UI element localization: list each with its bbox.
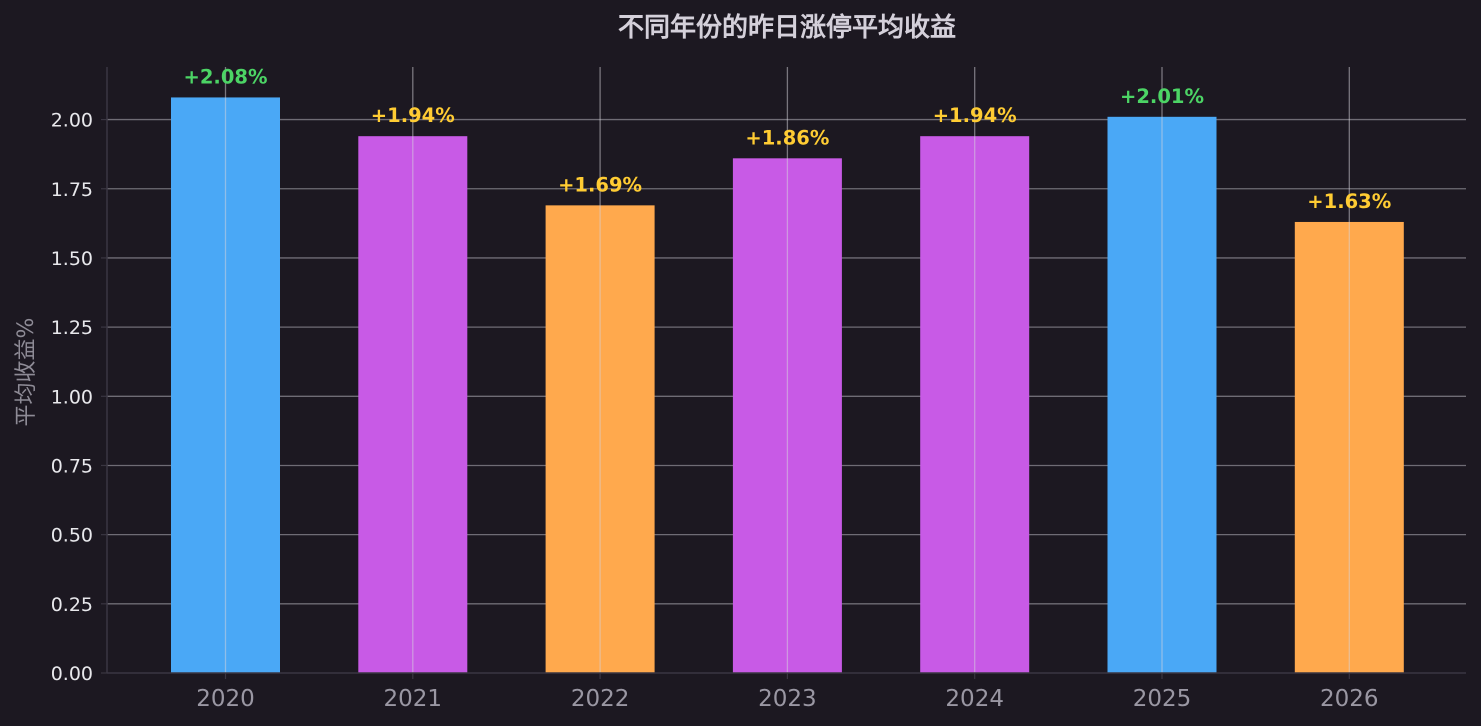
chart-title: 不同年份的昨日涨停平均收益 [618, 12, 956, 43]
x-tick-label: 2020 [196, 686, 255, 712]
data-label: +1.63% [1307, 190, 1391, 213]
y-tick-label: 1.25 [51, 317, 93, 339]
y-tick-label: 2.00 [51, 110, 93, 132]
x-tick-label: 2021 [384, 686, 443, 712]
data-label: +1.69% [558, 173, 642, 196]
data-label: +1.94% [933, 104, 1017, 127]
axes [106, 67, 1466, 674]
y-tick-label: 1.75 [51, 179, 93, 201]
x-tick-label: 2023 [758, 686, 817, 712]
data-label: +2.08% [184, 65, 268, 88]
data-labels: +2.08% +1.94% +1.69% +1.86% +1.94% +2.01% +1.6… [184, 65, 1392, 213]
data-label: +2.01% [1120, 85, 1204, 108]
x-tick-label: 2026 [1320, 686, 1379, 712]
data-label: +1.86% [745, 126, 829, 149]
x-gridlines [224, 67, 1350, 679]
y-axis-label: 平均收益% [14, 318, 39, 427]
y-tick-label: 0.25 [51, 594, 93, 616]
y-tick-label: 0.75 [51, 455, 93, 477]
x-tick-label: 2022 [571, 686, 630, 712]
y-tick-label: 0.00 [51, 663, 93, 685]
x-tick-label: 2025 [1133, 686, 1192, 712]
x-tick-labels: 2020 2021 2022 2023 2024 2025 2026 [196, 686, 1378, 712]
y-tick-label: 1.50 [51, 248, 93, 270]
data-label: +1.94% [371, 104, 455, 127]
y-tick-label: 0.50 [51, 525, 93, 547]
y-tick-labels: 0.00 0.25 0.50 0.75 1.00 1.25 1.50 1.75 2.00 [51, 110, 93, 685]
y-tick-label: 1.00 [51, 386, 93, 408]
x-tick-label: 2024 [945, 686, 1004, 712]
